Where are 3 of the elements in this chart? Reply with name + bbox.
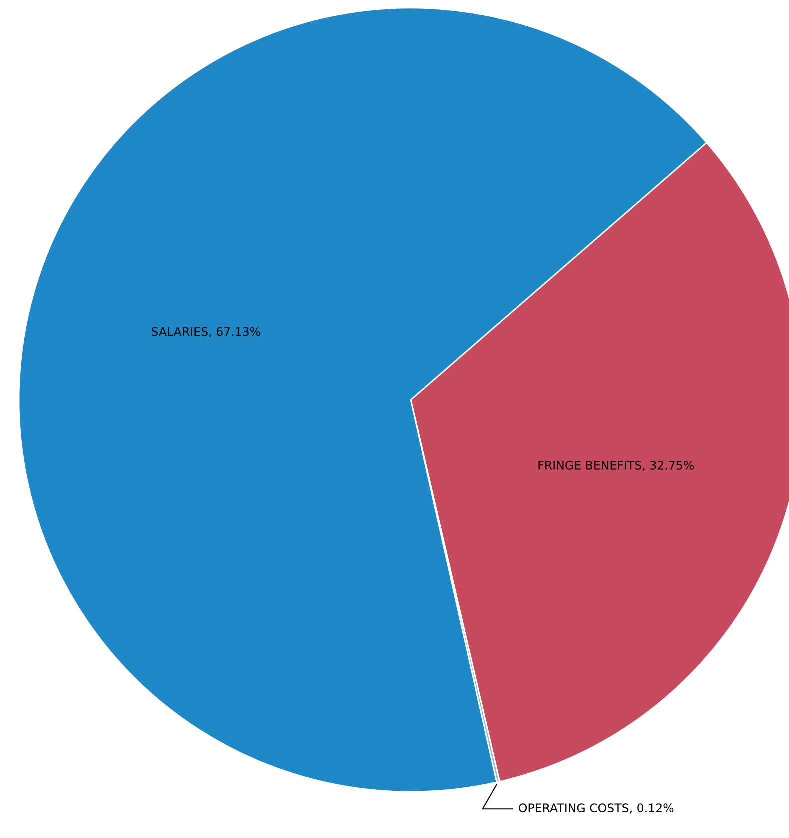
- slice-label: FRINGE BENEFITS, 32.75%: [538, 460, 694, 472]
- slice-label: OPERATING COSTS, 0.12%: [519, 804, 674, 814]
- slice-label: SALARIES, 67.13%: [152, 327, 260, 338]
